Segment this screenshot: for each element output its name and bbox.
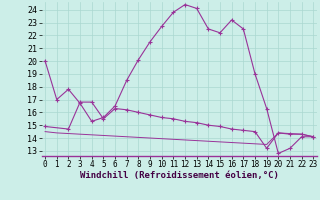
X-axis label: Windchill (Refroidissement éolien,°C): Windchill (Refroidissement éolien,°C) [80, 171, 279, 180]
